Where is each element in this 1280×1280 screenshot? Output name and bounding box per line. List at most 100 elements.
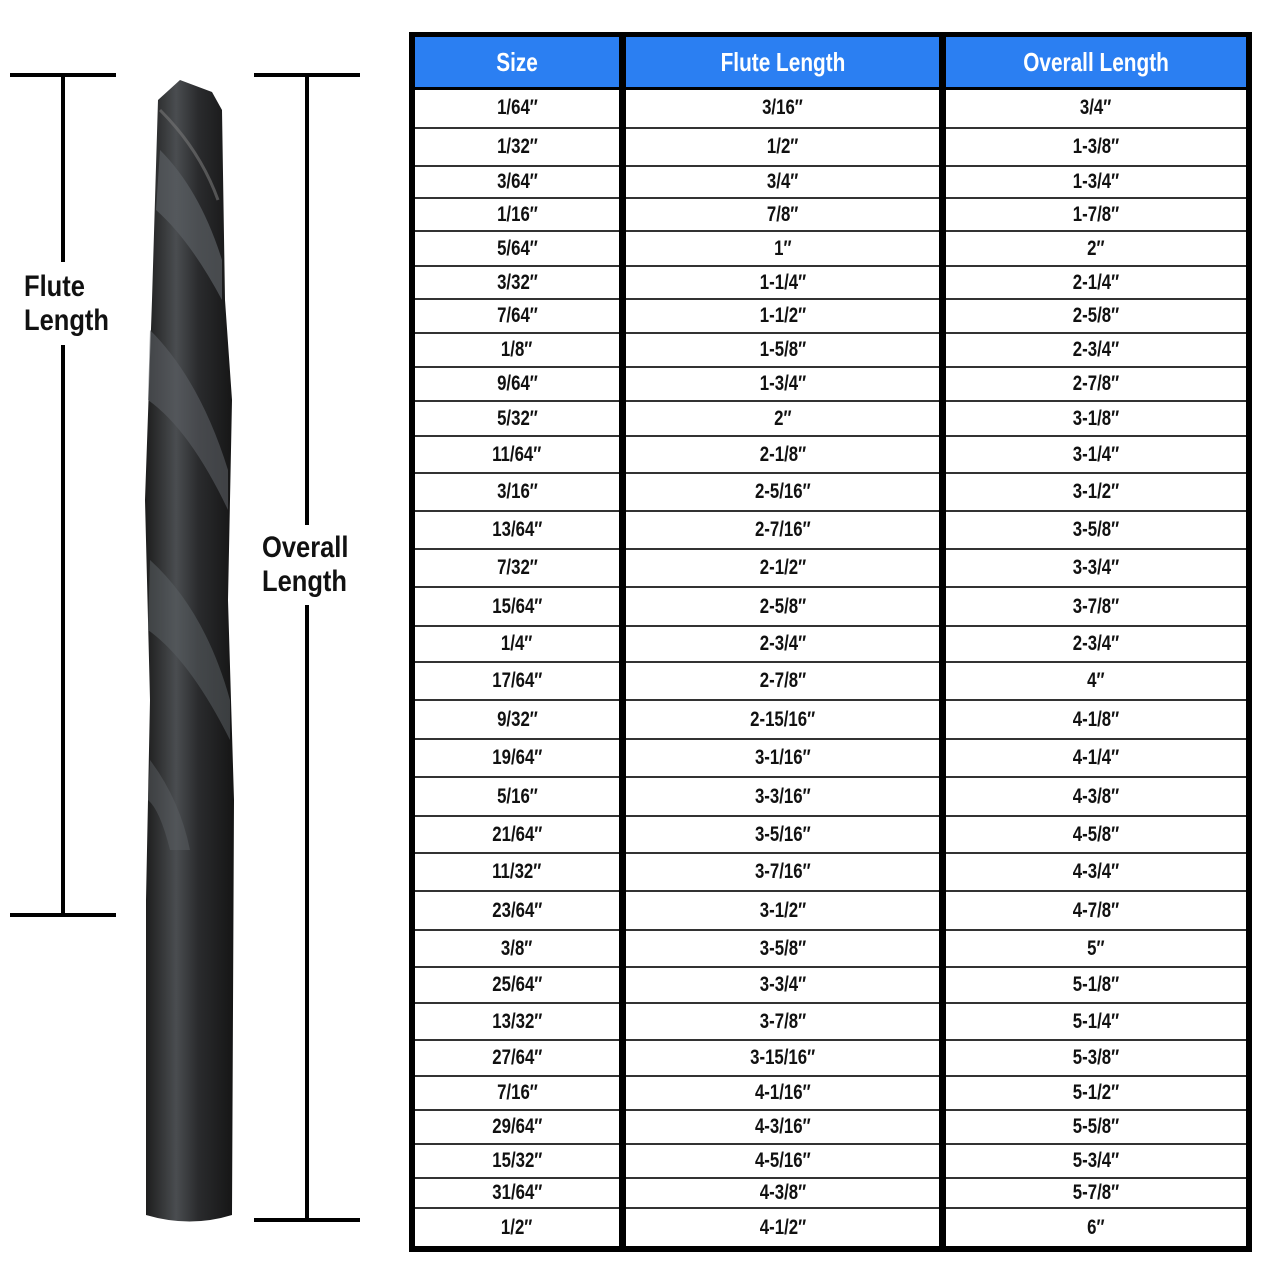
flute-length-cell: 3/16″ bbox=[626, 88, 939, 127]
cell-text: 2-1/8″ bbox=[759, 442, 806, 466]
header-size: Size bbox=[415, 37, 619, 87]
cell-text: 2-5/8″ bbox=[759, 594, 806, 618]
size-cell: 25/64″ bbox=[415, 966, 619, 1002]
size-cell: 1/8″ bbox=[415, 332, 619, 366]
size-cell: 3/16″ bbox=[415, 472, 619, 510]
cell-text: 4-3/8″ bbox=[1072, 784, 1120, 808]
cell-text: 29/64″ bbox=[491, 1115, 543, 1138]
cell-text: 1/64″ bbox=[496, 95, 538, 119]
flute-length-cell: 1-5/8″ bbox=[626, 332, 939, 366]
cell-text: 1-1/2″ bbox=[759, 304, 806, 327]
cell-text: 4-1/4″ bbox=[1072, 746, 1120, 769]
cell-text: 3/8″ bbox=[501, 936, 533, 960]
overall-length-column: 3/4″ 1-3/8″ 1-3/4″ 1-7/8″ 2″ 2-1/4″ 2-5/8″ 2-3/… bbox=[946, 90, 1246, 1246]
cell-text: 3-3/16″ bbox=[754, 784, 811, 808]
overall-length-cell: 1-3/4″ bbox=[946, 165, 1246, 197]
overall-length-cell: 2-7/8″ bbox=[946, 366, 1246, 400]
size-cell: 29/64″ bbox=[415, 1109, 619, 1143]
overall-length-cell: 3-7/8″ bbox=[946, 586, 1246, 625]
cell-text: 1/2″ bbox=[766, 135, 799, 158]
cell-text: 5-5/8″ bbox=[1072, 1115, 1120, 1138]
flute-length-cell: 2-3/4″ bbox=[626, 625, 939, 661]
size-cell: 15/32″ bbox=[415, 1143, 619, 1177]
flute-length-cell: 4-3/8″ bbox=[626, 1177, 939, 1207]
cell-text: 3-5/8″ bbox=[1072, 518, 1120, 541]
cell-text: 1″ bbox=[773, 236, 792, 260]
cell-text: 11/64″ bbox=[492, 442, 542, 466]
cell-text: 1/32″ bbox=[496, 135, 538, 158]
flute-length-label: Flute Length bbox=[24, 270, 109, 337]
cell-text: 3/32″ bbox=[496, 270, 538, 294]
cell-text: 2-3/4″ bbox=[1072, 632, 1120, 655]
overall-length-cell: 3-1/2″ bbox=[946, 472, 1246, 510]
overall-length-cell: 2-3/4″ bbox=[946, 332, 1246, 366]
cell-text: 2-7/8″ bbox=[759, 669, 806, 692]
size-cell: 19/64″ bbox=[415, 738, 619, 776]
size-cell: 13/64″ bbox=[415, 510, 619, 548]
cell-text: 3-5/8″ bbox=[759, 936, 806, 960]
size-cell: 5/16″ bbox=[415, 776, 619, 815]
drill-size-table: Size Flute Length Overall Length 1/64″ 1/… bbox=[409, 32, 1252, 1252]
overall-length-cell: 1-7/8″ bbox=[946, 197, 1246, 230]
cell-text: 5-3/4″ bbox=[1072, 1149, 1120, 1172]
flute-length-cell: 2-7/16″ bbox=[626, 510, 939, 548]
overall-length-cell: 3-1/4″ bbox=[946, 435, 1246, 472]
overall-length-cell: 5-3/8″ bbox=[946, 1039, 1246, 1075]
size-cell: 1/2″ bbox=[415, 1207, 619, 1246]
flute-length-cell: 1-1/4″ bbox=[626, 265, 939, 298]
size-cell: 3/8″ bbox=[415, 929, 619, 966]
size-cell: 7/16″ bbox=[415, 1075, 619, 1109]
size-cell: 15/64″ bbox=[415, 586, 619, 625]
flute-length-cell: 3-15/16″ bbox=[626, 1039, 939, 1075]
overall-length-cell: 5-1/8″ bbox=[946, 966, 1246, 1002]
size-cell: 3/32″ bbox=[415, 265, 619, 298]
size-cell: 5/64″ bbox=[415, 230, 619, 265]
size-cell: 5/32″ bbox=[415, 400, 619, 435]
flute-length-cell: 3-1/16″ bbox=[626, 738, 939, 776]
cell-text: 13/32″ bbox=[491, 1009, 543, 1033]
size-cell: 21/64″ bbox=[415, 815, 619, 852]
cell-text: 2-5/16″ bbox=[754, 480, 811, 503]
cell-text: 19/64″ bbox=[491, 746, 543, 769]
cell-text: 17/64″ bbox=[491, 669, 543, 692]
cell-text: 5-1/2″ bbox=[1072, 1081, 1120, 1104]
cell-text: 3/4″ bbox=[1080, 95, 1112, 119]
size-cell: 7/32″ bbox=[415, 548, 619, 586]
overall-length-cell: 4-3/4″ bbox=[946, 852, 1246, 890]
cell-text: 5-1/8″ bbox=[1072, 973, 1120, 996]
cell-text: 2-1/4″ bbox=[1072, 270, 1120, 294]
flute-length-dimension-line bbox=[10, 73, 116, 917]
cell-text: 1-1/4″ bbox=[759, 270, 806, 294]
cell-text: 7/16″ bbox=[496, 1081, 538, 1104]
size-cell: 9/64″ bbox=[415, 366, 619, 400]
size-cell: 31/64″ bbox=[415, 1177, 619, 1207]
cell-text: 9/64″ bbox=[496, 372, 538, 395]
flute-length-cell: 1-3/4″ bbox=[626, 366, 939, 400]
size-cell: 3/64″ bbox=[415, 165, 619, 197]
flute-length-cell: 3-3/16″ bbox=[626, 776, 939, 815]
cell-text: 2-7/16″ bbox=[754, 518, 811, 541]
flute-length-cell: 3-3/4″ bbox=[626, 966, 939, 1002]
size-cell: 27/64″ bbox=[415, 1039, 619, 1075]
cell-text: 3-1/8″ bbox=[1072, 406, 1120, 430]
cell-text: 4″ bbox=[1087, 669, 1105, 692]
overall-length-cell: 3/4″ bbox=[946, 88, 1246, 127]
cell-text: 3-5/16″ bbox=[754, 822, 811, 846]
cell-text: 3/16″ bbox=[496, 480, 538, 503]
size-cell: 11/64″ bbox=[415, 435, 619, 472]
cell-text: 1/2″ bbox=[501, 1215, 533, 1239]
overall-length-cell: 5-1/4″ bbox=[946, 1002, 1246, 1039]
cell-text: 3/16″ bbox=[762, 95, 803, 119]
cell-text: 7/32″ bbox=[496, 556, 538, 579]
overall-length-cell: 3-3/4″ bbox=[946, 548, 1246, 586]
flute-length-cell: 2-5/16″ bbox=[626, 472, 939, 510]
size-cell: 1/4″ bbox=[415, 625, 619, 661]
flute-length-cell: 4-3/16″ bbox=[626, 1109, 939, 1143]
flute-length-cell: 1/2″ bbox=[626, 127, 939, 165]
cell-text: 3-7/16″ bbox=[754, 860, 811, 883]
cell-text: 4-5/16″ bbox=[754, 1149, 811, 1172]
overall-length-dimension-line bbox=[254, 73, 360, 1222]
overall-length-cell: 2″ bbox=[946, 230, 1246, 265]
cell-text: 1-3/4″ bbox=[759, 372, 806, 395]
cell-text: 1-7/8″ bbox=[1072, 202, 1120, 226]
